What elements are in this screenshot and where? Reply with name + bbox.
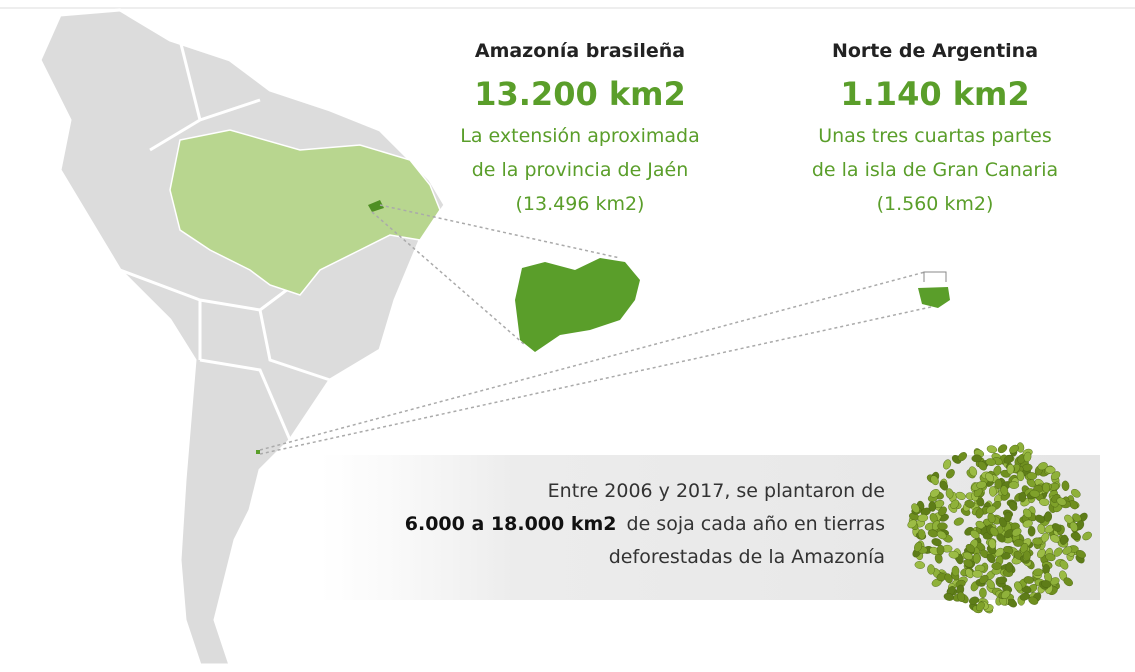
panel-comparison: Unas tres cuartas partes xyxy=(818,125,1052,147)
soy-bean xyxy=(996,443,1008,455)
panel-comparison: (1.560 km2) xyxy=(877,193,994,215)
note-line: Entre 2006 y 2017, se plantaron de xyxy=(548,480,885,502)
gran-canaria-shape xyxy=(918,287,950,308)
panel-comparison: (13.496 km2) xyxy=(516,193,645,215)
panel-area: 1.140 km2 xyxy=(840,75,1029,113)
soy-bean xyxy=(992,563,1002,570)
soy-bean xyxy=(927,564,935,574)
soy-bean xyxy=(973,553,981,563)
gran-canaria-callout xyxy=(924,272,946,282)
note-line-text: de soja cada año en tierras xyxy=(627,513,885,535)
soy-bean xyxy=(979,588,987,598)
page: Amazonía brasileña 13.200 km2 La extensi… xyxy=(0,0,1135,672)
soy-bean xyxy=(986,445,998,455)
panel-title: Norte de Argentina xyxy=(832,40,1038,62)
soy-bean xyxy=(952,566,960,576)
panel-comparison: de la isla de Gran Canaria xyxy=(812,159,1058,181)
argentina-marker xyxy=(256,450,260,454)
soy-bean xyxy=(1006,562,1014,572)
note-highlight: 6.000 a 18.000 km2 xyxy=(405,513,617,535)
panel-comparison: La extensión aproximada xyxy=(460,125,699,147)
soy-bean xyxy=(1023,551,1030,561)
note-line: 6.000 a 18.000 km2 de soja cada año en ti… xyxy=(405,513,885,535)
panel-title: Amazonía brasileña xyxy=(475,40,685,62)
jaen-shape xyxy=(515,258,640,352)
note-line: deforestadas de la Amazonía xyxy=(609,546,885,568)
panel-area: 13.200 km2 xyxy=(474,75,686,113)
panel-comparison: de la provincia de Jaén xyxy=(472,159,689,181)
infographic: Amazonía brasileña 13.200 km2 La extensi… xyxy=(0,0,1135,672)
